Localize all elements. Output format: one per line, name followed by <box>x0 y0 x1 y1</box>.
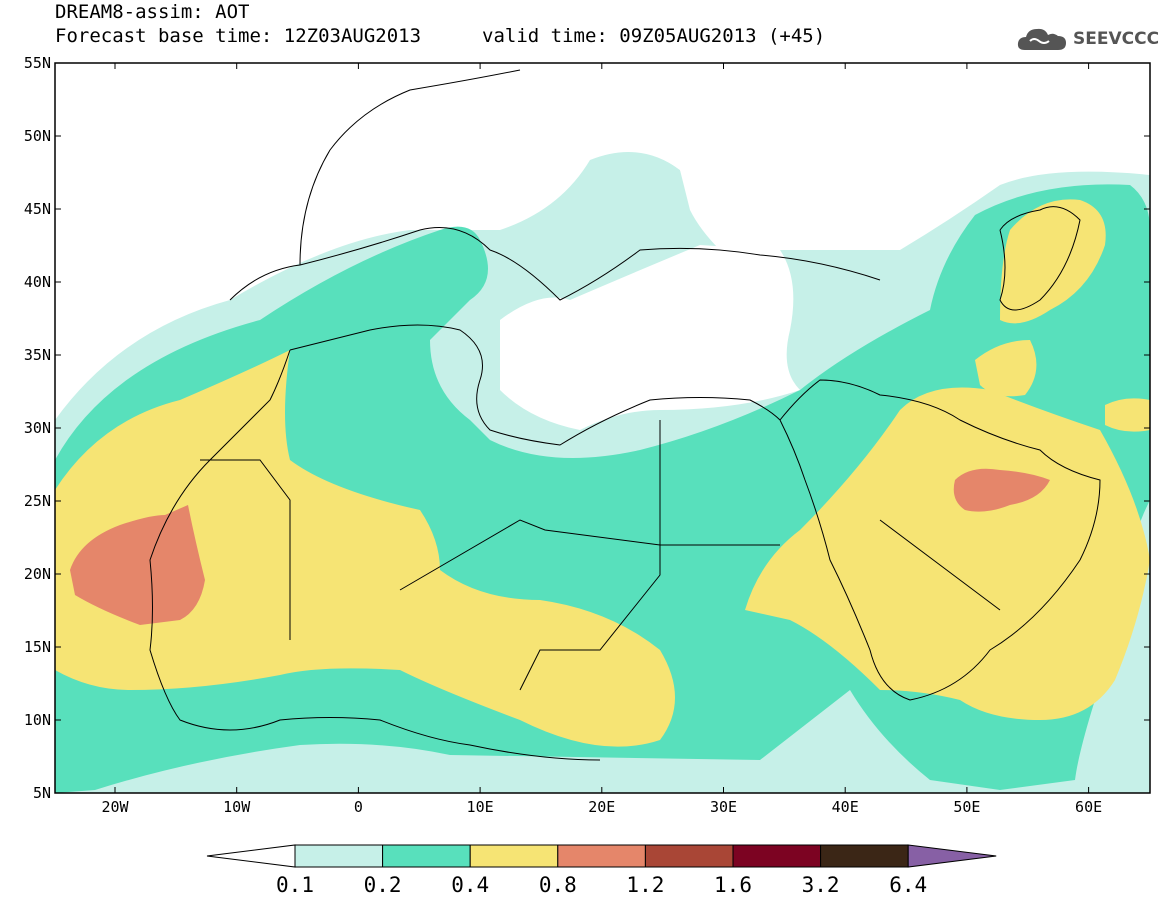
colorbar-label: 0.1 <box>276 873 314 897</box>
lat-label: 45N <box>24 200 51 218</box>
colorbar-label: 0.4 <box>451 873 489 897</box>
seevccc-logo: SEEVCCC <box>1017 24 1159 54</box>
colorbar-segment <box>644 844 734 868</box>
lat-label: 40N <box>24 273 51 291</box>
colorbar-segment <box>732 844 822 868</box>
lon-label: 50E <box>953 798 980 816</box>
lon-label: 40E <box>832 798 859 816</box>
colorbar-segment <box>382 844 471 868</box>
lat-label: 5N <box>33 784 51 802</box>
colorbar-label: 1.6 <box>714 873 752 897</box>
aot-clear-mediterranean <box>500 245 800 430</box>
lat-label: 10N <box>24 711 51 729</box>
colorbar-segment <box>557 844 646 868</box>
lon-label: 10W <box>223 798 251 816</box>
aot-contour-0.4-iran <box>975 340 1037 397</box>
lon-label: 30E <box>710 798 737 816</box>
aot-field <box>55 63 1150 793</box>
lat-label: 55N <box>24 54 51 72</box>
colorbar-segment <box>820 844 909 868</box>
colorbar-segment <box>294 844 384 868</box>
lon-label: 20E <box>588 798 615 816</box>
lat-label: 30N <box>24 419 51 437</box>
lat-label: 20N <box>24 565 51 583</box>
colorbar-label: 3.2 <box>802 873 840 897</box>
aot-contour-0.4-arabia <box>745 387 1150 720</box>
lat-label: 35N <box>24 346 51 364</box>
colorbar-label: 0.2 <box>364 873 402 897</box>
aot-clear-europe <box>55 63 1150 380</box>
colorbar-arrow-right <box>907 844 997 868</box>
latitude-axis: 55N 50N 45N 40N 35N 30N 25N 20N 15N 10N 5N <box>24 54 1150 802</box>
lat-label: 25N <box>24 492 51 510</box>
lon-label: 60E <box>1075 798 1102 816</box>
valid-time: valid time: 09Z05AUG2013 (+45) <box>482 25 826 47</box>
aot-contour-0.8-westafrica <box>70 505 205 625</box>
lat-label: 15N <box>24 638 51 656</box>
lat-label: 50N <box>24 127 51 145</box>
forecast-base-time: Forecast base time: 12Z03AUG2013 <box>55 25 422 47</box>
cloud-icon <box>1017 28 1066 50</box>
aot-contour-0.4-west <box>55 350 675 747</box>
lon-label: 20W <box>101 798 129 816</box>
colorbar-segment <box>469 844 559 868</box>
logo-text: SEEVCCC <box>1073 29 1160 49</box>
colorbar-label: 0.8 <box>539 873 577 897</box>
lon-label: 0 <box>354 798 363 816</box>
coastlines <box>149 69 1101 761</box>
colorbar-label: 1.2 <box>626 873 664 897</box>
aot-contour-0.8-gulf <box>953 468 1050 512</box>
aot-colorbar: 0.1 0.2 0.4 0.8 1.2 1.6 3.2 6.4 <box>206 844 997 897</box>
aot-contour-0.4-caspian <box>1000 199 1106 324</box>
lon-label: 10E <box>467 798 494 816</box>
map-title: DREAM8-assim: AOT <box>55 1 250 23</box>
colorbar-arrow-left <box>206 844 296 868</box>
aot-contour-0.4-iran-east <box>1105 398 1150 432</box>
colorbar-label: 6.4 <box>889 873 927 897</box>
longitude-axis: 20W 10W 0 10E 20E 30E 40E 50E 60E <box>101 63 1102 816</box>
